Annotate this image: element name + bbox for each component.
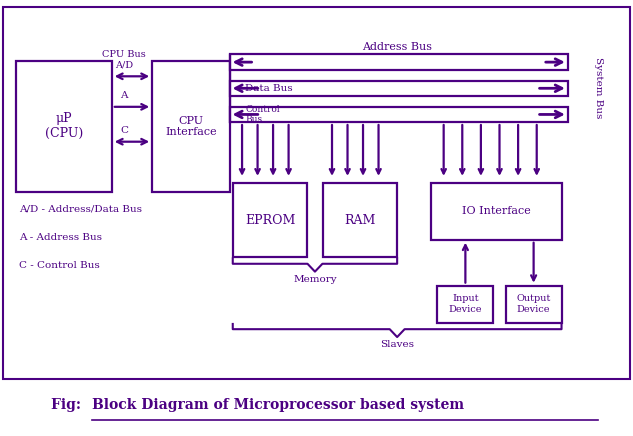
Bar	[16, 61, 112, 192]
Text: Block Diagram of Microprocessor based system: Block Diagram of Microprocessor based sy…	[92, 398, 464, 412]
Bar	[230, 107, 568, 122]
Text: Address Bus: Address Bus	[362, 42, 432, 52]
Text: C: C	[120, 126, 128, 135]
Bar	[431, 183, 561, 240]
Bar	[323, 183, 397, 257]
Text: A - Address Bus: A - Address Bus	[19, 233, 102, 242]
Bar	[233, 183, 307, 257]
Text: IO Interface: IO Interface	[462, 207, 531, 216]
Text: Data Bus: Data Bus	[245, 84, 293, 93]
Text: Input
Device: Input Device	[449, 294, 482, 314]
Text: RAM: RAM	[344, 214, 375, 227]
Bar	[506, 286, 561, 323]
Text: Control
Bus: Control Bus	[245, 105, 280, 124]
Text: A: A	[120, 92, 128, 100]
Text: A/D - Address/Data Bus: A/D - Address/Data Bus	[19, 205, 142, 214]
Text: EPROM: EPROM	[245, 214, 295, 227]
Text: μP
(CPU): μP (CPU)	[44, 112, 83, 140]
Text: Memory: Memory	[293, 275, 337, 283]
Text: Slaves: Slaves	[380, 340, 414, 349]
Text: C - Control Bus: C - Control Bus	[19, 262, 99, 270]
Bar	[230, 54, 568, 70]
Text: A/D: A/D	[115, 61, 134, 70]
Bar	[152, 61, 230, 192]
Text: CPU Bus: CPU Bus	[103, 50, 146, 59]
Text: Output
Device: Output Device	[517, 294, 551, 314]
Bar	[230, 81, 568, 96]
Bar	[437, 286, 493, 323]
Text: Fig:: Fig:	[51, 398, 85, 412]
Text: CPU
Interface: CPU Interface	[165, 116, 216, 137]
Text: System Bus: System Bus	[594, 58, 603, 119]
